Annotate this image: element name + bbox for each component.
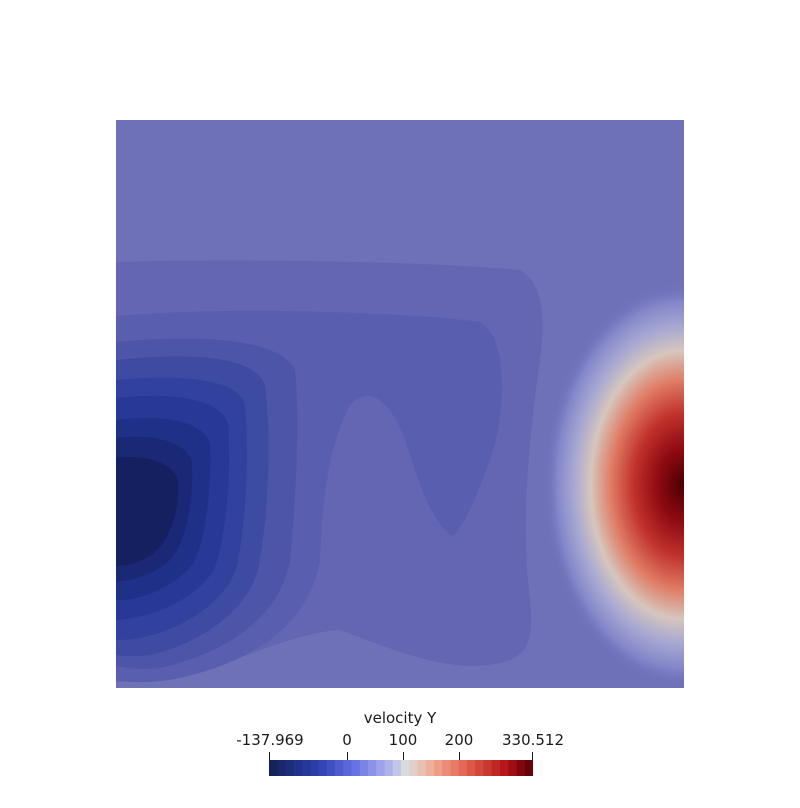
colorbar-band [450, 760, 460, 776]
colorbar-band [425, 760, 435, 776]
colorbar-band [392, 760, 402, 776]
colorbar-band [500, 760, 509, 776]
colorbar-band [384, 760, 394, 776]
colorbar-band [458, 760, 468, 776]
colorbar-band [442, 760, 452, 776]
field-bands [116, 120, 684, 688]
colorbar-band [417, 760, 427, 776]
colorbar-tick [403, 752, 404, 764]
colorbar-band [524, 760, 533, 776]
colorbar-tick-label: 0 [342, 731, 352, 749]
positive-hotspot [543, 230, 684, 688]
colorbar-band [318, 760, 328, 776]
colorbar-band [434, 760, 443, 776]
bottom-strip [116, 682, 684, 688]
colorbar-band [508, 760, 518, 776]
colorbar [269, 760, 533, 776]
colorbar-band [285, 760, 295, 776]
colorbar-band [368, 760, 377, 776]
contour-band-9 [116, 456, 179, 566]
colorbar-band [491, 760, 501, 776]
colorbar-band [326, 760, 336, 776]
colorbar-max-label: 330.512 [501, 731, 565, 749]
colorbar-band [335, 760, 344, 776]
colorbar-tick-label: 200 [444, 731, 474, 749]
colorbar-max-tick [532, 752, 533, 764]
colorbar-band [343, 760, 353, 776]
colorbar-min-label: -137.969 [236, 731, 304, 749]
colorbar-band [467, 760, 476, 776]
colorbar-band [401, 760, 410, 776]
colorbar-tick [347, 752, 348, 764]
colorbar-tick [459, 752, 460, 764]
colorbar-band [475, 760, 485, 776]
colorbar-band [483, 760, 493, 776]
colorbar-band [269, 760, 278, 776]
colorbar-band [359, 760, 369, 776]
colorbar-band [516, 760, 526, 776]
colorbar-band [293, 760, 303, 776]
colorbar-tick-label: 100 [388, 731, 418, 749]
colorbar-band [376, 760, 386, 776]
colorbar-band [277, 760, 287, 776]
colorbar-band [409, 760, 419, 776]
colorbar-band [302, 760, 311, 776]
colorbar-band [351, 760, 361, 776]
colorbar-min-tick [269, 752, 270, 764]
colorbar-band [310, 760, 320, 776]
colorbar-title: velocity Y [363, 709, 437, 727]
